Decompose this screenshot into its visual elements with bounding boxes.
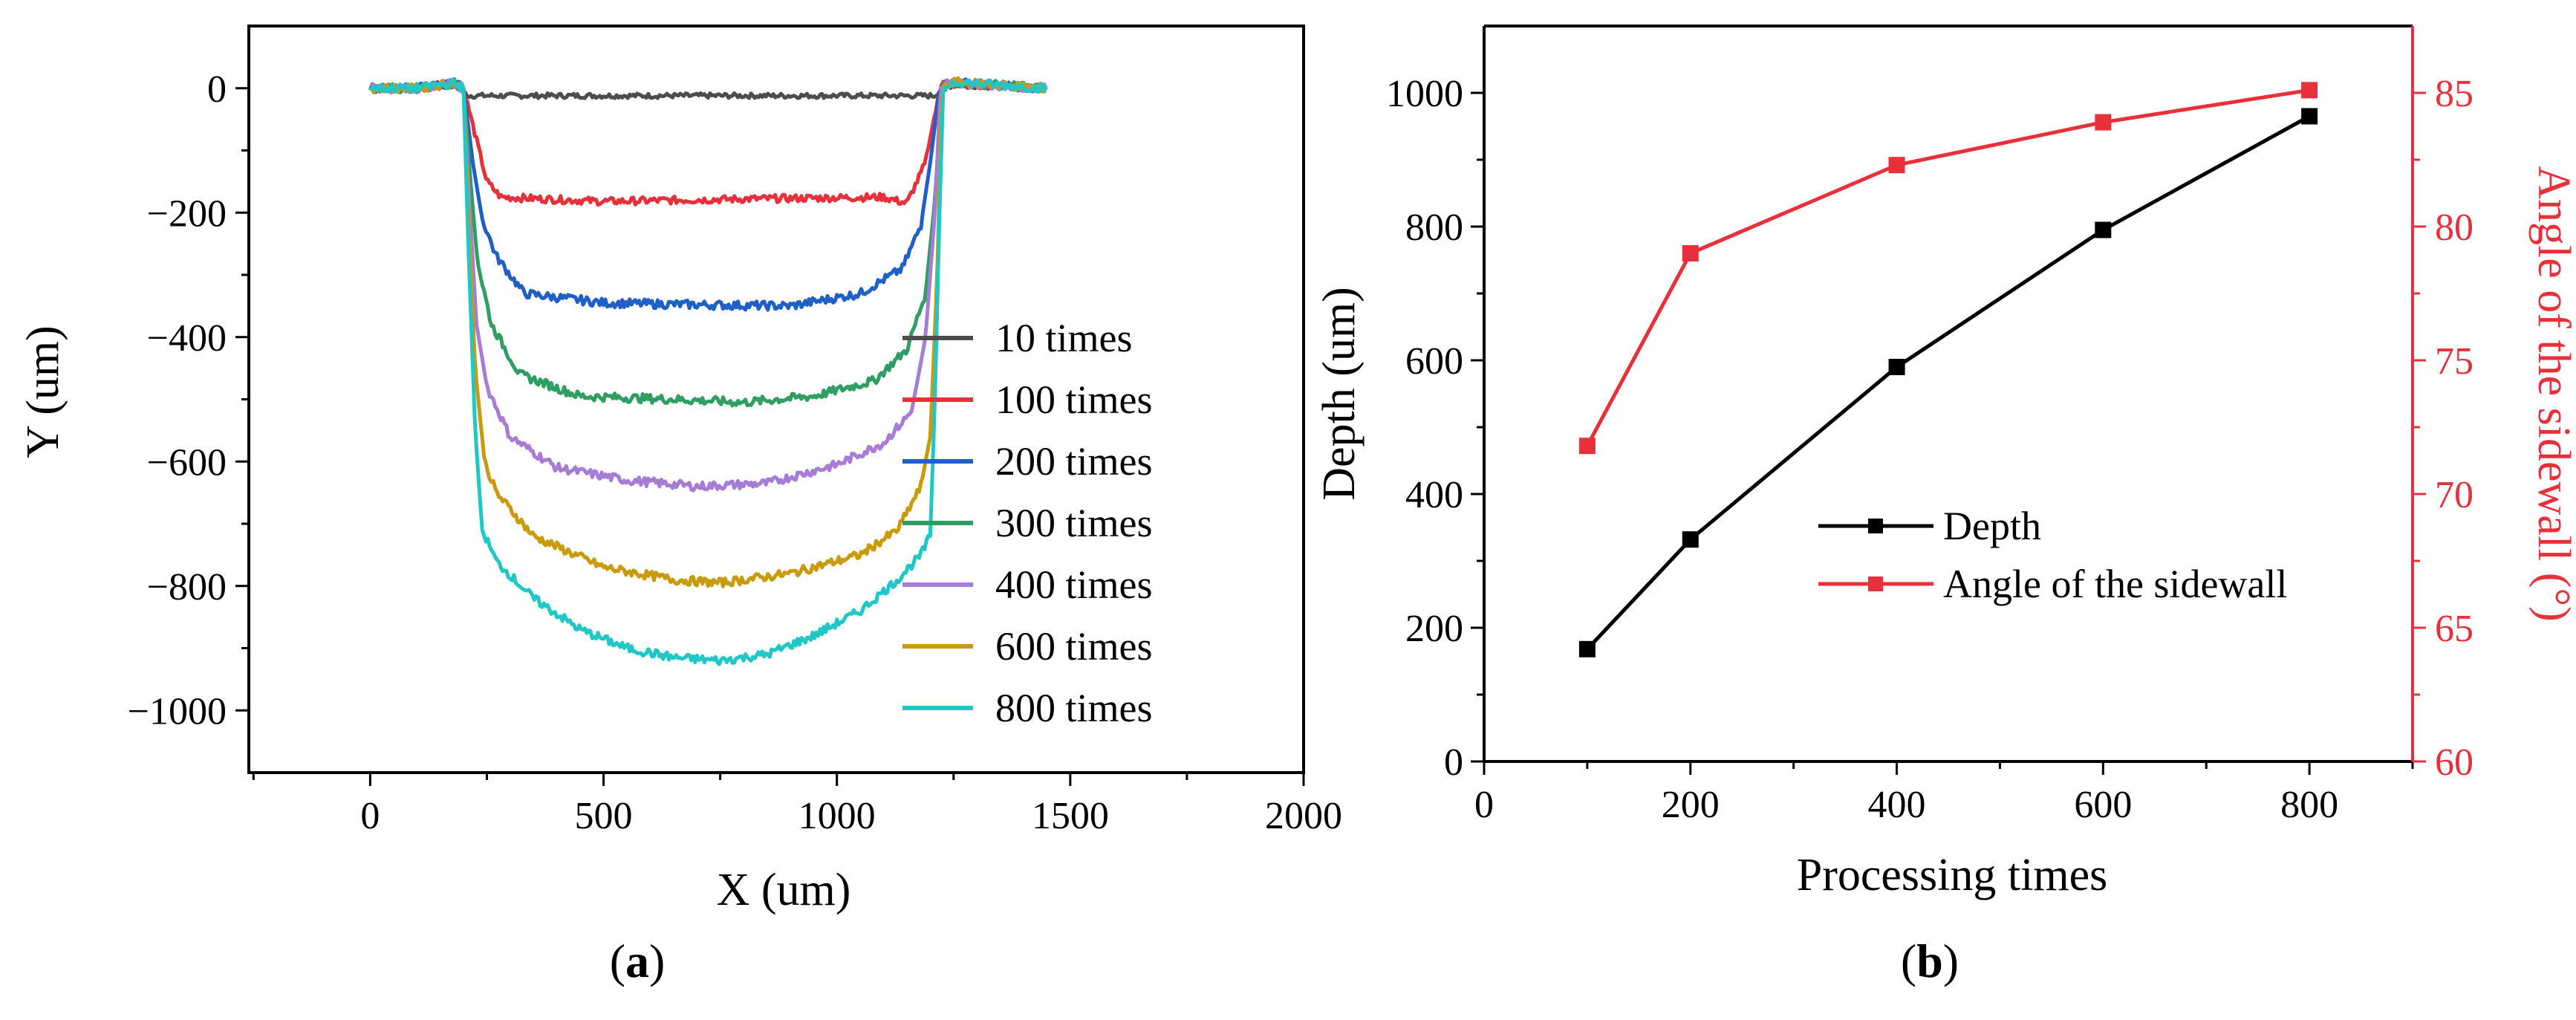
y-tick-label: 0	[1444, 741, 1463, 784]
y2-tick-label: 80	[2435, 207, 2473, 249]
series-1-point-2	[1682, 531, 1699, 548]
x-tick-label: 800	[2280, 784, 2338, 826]
y2-tick-label: 85	[2435, 73, 2473, 115]
legend-label-7: 800 times	[995, 686, 1153, 730]
series-1-point-1	[1578, 640, 1596, 657]
series-1-point-5	[2301, 108, 2318, 125]
x-tick-label: 0	[360, 795, 380, 837]
y2-tick-label: 70	[2435, 474, 2473, 516]
series-2-point-4	[2095, 114, 2112, 131]
series-line-7	[369, 77, 1048, 666]
y-axis-title: Depth (um)	[1314, 287, 1365, 501]
y-tick-label: 1000	[1386, 73, 1463, 115]
y-tick-label: 0	[207, 68, 227, 111]
x-tick-label: 200	[1662, 784, 1720, 826]
x-tick-label: 0	[1474, 784, 1494, 826]
series-2-point-3	[1888, 157, 1905, 174]
y-tick-label: 400	[1405, 474, 1463, 516]
series-line-6	[368, 76, 1047, 588]
x-tick-label: 2000	[1265, 795, 1342, 837]
y2-axis-title: Angle of the sidewall (°)	[2528, 166, 2576, 622]
y-axis-title: Y (um)	[18, 325, 68, 458]
legend-label-2: Angle of the sidewall	[1943, 562, 2287, 606]
y-tick-label: −1000	[128, 690, 227, 732]
legend-label-3: 200 times	[995, 439, 1153, 484]
panel-label-a: (a)	[610, 935, 666, 987]
legend-label-1: Depth	[1943, 504, 2041, 548]
x-tick-label: 1000	[799, 795, 876, 837]
x-tick-label: 600	[2074, 784, 2132, 826]
legend-label-2: 100 times	[995, 377, 1153, 422]
series-2-point-5	[2301, 82, 2318, 99]
x-axis-title: X (um)	[717, 865, 851, 915]
x-axis-title: Processing times	[1797, 850, 2107, 900]
series-1-point-4	[2095, 221, 2112, 238]
series-line-5	[370, 77, 1048, 493]
y-tick-label: −800	[147, 566, 227, 608]
legend-label-1: 10 times	[995, 316, 1133, 360]
y2-tick-label: 75	[2435, 340, 2473, 383]
legend-marker-2	[1868, 576, 1883, 591]
legend-label-4: 300 times	[995, 501, 1153, 545]
svg-text:(b): (b)	[1901, 935, 1959, 987]
y-tick-label: 200	[1405, 608, 1463, 650]
series-2-point-1	[1578, 438, 1596, 455]
legend-label-5: 400 times	[995, 562, 1153, 607]
series-1-point-3	[1888, 359, 1905, 375]
y-tick-label: 600	[1405, 340, 1463, 383]
series-line-2	[370, 78, 1048, 207]
series-line-3	[369, 77, 1047, 312]
x-tick-label: 500	[575, 795, 633, 837]
series-2-point-2	[1682, 245, 1699, 262]
chart-b: 0 200 400 600 800 0 200 400 600 800 1000 60 65 70 75 80…	[1314, 25, 2576, 900]
y-tick-label: −600	[147, 441, 227, 484]
legend-marker-1	[1868, 519, 1883, 533]
x-tick-label: 1500	[1032, 795, 1109, 837]
y-tick-label: −200	[147, 192, 227, 235]
chart-a: 0 500 1000 1500 2000 0 −200 −400 −600 −800 −1000 X …	[18, 25, 1342, 915]
x-tick-label: 400	[1868, 784, 1926, 826]
y2-tick-label: 60	[2435, 741, 2473, 784]
y-tick-label: −400	[147, 317, 227, 360]
series-line-2	[1585, 88, 2310, 447]
series-line-1	[369, 81, 1047, 100]
y-tick-label: 800	[1405, 207, 1463, 249]
legend-label-6: 600 times	[995, 624, 1153, 669]
y2-tick-label: 65	[2435, 608, 2473, 650]
panel-label-b: (b)	[1901, 935, 1959, 987]
svg-text:(a): (a)	[610, 935, 666, 987]
